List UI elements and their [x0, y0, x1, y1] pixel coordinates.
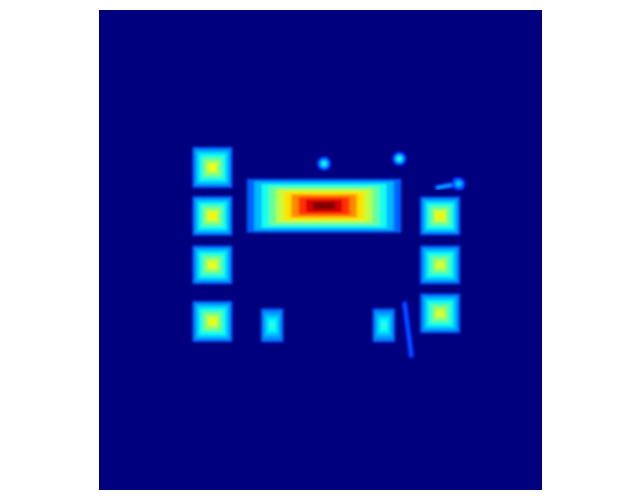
heatmap-streak — [401, 300, 415, 359]
heatmap-hotspot-left-4 — [192, 301, 233, 342]
heatmap-cell — [382, 323, 386, 328]
heatmap-hotspot-left-1 — [192, 147, 233, 188]
heatmap-hotspot-left-3 — [192, 245, 233, 285]
plot-area — [99, 10, 542, 490]
heatmap-hotspot-right-1 — [420, 196, 461, 236]
heatmap-cell — [209, 262, 216, 268]
heatmap-cell — [437, 262, 443, 268]
heatmap-hotspot-small-left — [261, 308, 284, 343]
heatmap-hotspot-right-2 — [420, 245, 461, 285]
heatmap-streak-line — [403, 302, 413, 357]
heatmap-cell — [270, 323, 274, 328]
heatmap-hotspot-small-right — [372, 308, 395, 343]
heatmap-cell — [209, 213, 216, 219]
heatmap-spot — [316, 156, 332, 171]
heatmap-cell — [209, 318, 216, 325]
heatmap-spot-ring — [457, 182, 461, 186]
heatmap-hotspot-right-3 — [420, 293, 461, 334]
heatmap-spot — [392, 151, 407, 166]
heatmap-spot — [452, 177, 466, 191]
heatmap-hotspot-left-2 — [192, 196, 233, 236]
heatmap-cell — [437, 213, 443, 219]
heatmap-cell — [209, 164, 216, 171]
heatmap-cell — [437, 310, 443, 317]
heatmap-marks — [192, 122, 466, 369]
heatmap-spot-ring — [322, 162, 326, 166]
heatmap-spot-ring — [397, 157, 401, 161]
